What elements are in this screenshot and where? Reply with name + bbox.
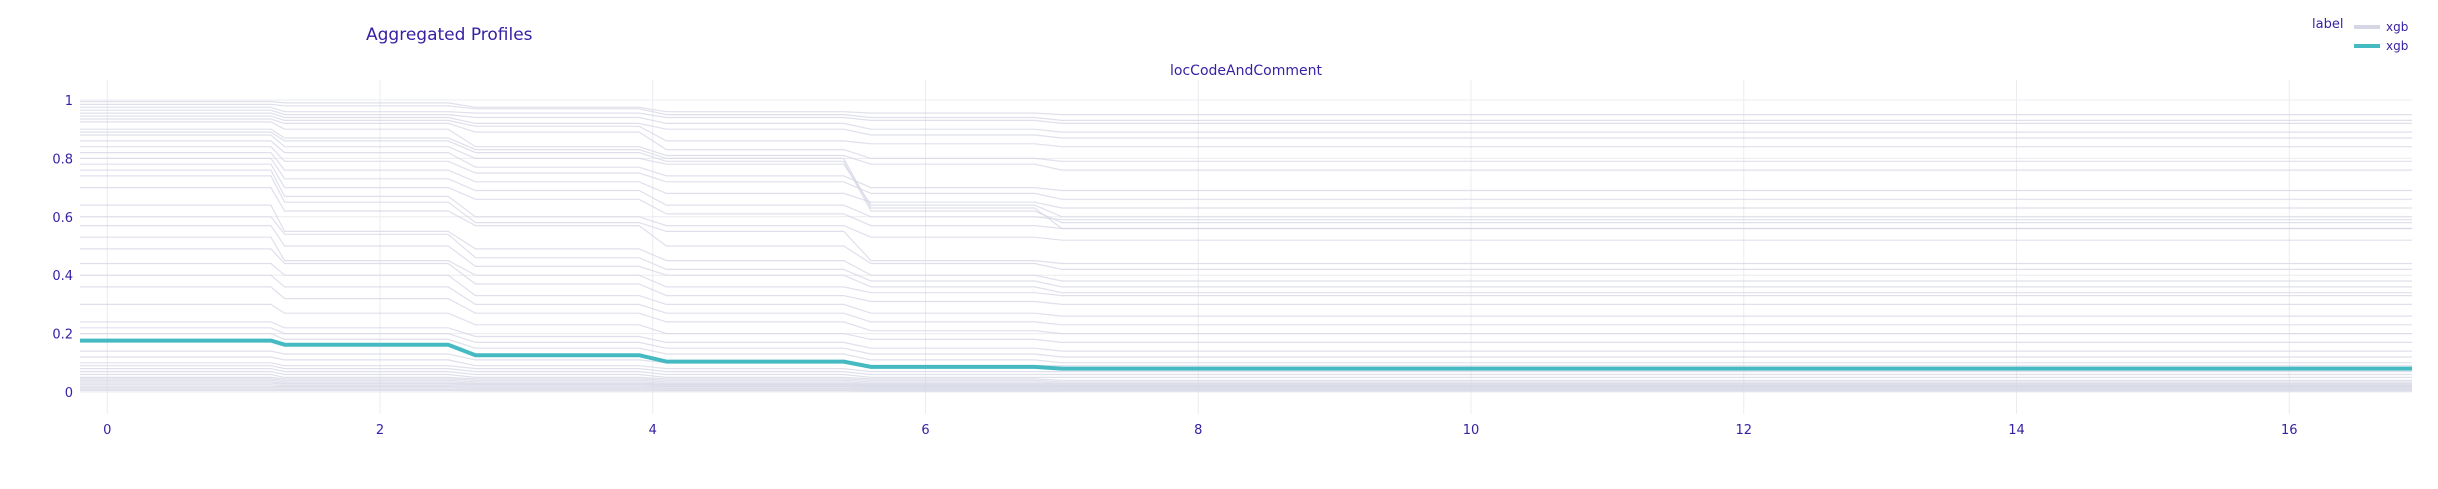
x-tick-label: 16 <box>2281 423 2298 438</box>
x-tick-label: 0 <box>103 423 111 438</box>
legend-entry-aggregated[interactable]: xgb <box>2386 39 2408 53</box>
individual-profile-line <box>80 131 2412 224</box>
individual-profile-line <box>80 103 2412 122</box>
individual-profile-line <box>80 378 2412 386</box>
individual-profile-line <box>80 327 2412 358</box>
x-tick-label: 14 <box>2008 423 2025 438</box>
y-tick-label: 1 <box>65 94 73 109</box>
individual-profile-line <box>80 368 2412 381</box>
individual-profile-line <box>80 225 2412 294</box>
individual-profile-line <box>80 134 2412 218</box>
individual-profile-line <box>80 384 2412 389</box>
individual-profile-line <box>80 175 2412 265</box>
individual-profile-line <box>80 376 2412 385</box>
x-tick-label: 2 <box>376 423 384 438</box>
y-tick-label: 0.8 <box>52 152 73 167</box>
individual-profile-line <box>80 387 2412 390</box>
individual-profile-line <box>80 121 2412 171</box>
individual-profile-line <box>80 356 2412 373</box>
individual-profile-line <box>80 115 2412 148</box>
aggregated-profile <box>80 338 2412 371</box>
individual-profile-line <box>80 157 2412 221</box>
individual-profile-line <box>80 140 2412 192</box>
individual-profile-line <box>80 152 2412 209</box>
facet-subtitle: locCodeAndComment <box>1170 63 1322 79</box>
individual-profiles <box>80 100 2412 392</box>
individual-profile-line <box>80 112 2412 139</box>
individual-profile-line <box>80 388 2412 391</box>
individual-profile-line <box>80 106 2412 125</box>
individual-profile-line <box>80 362 2412 376</box>
individual-profile-line <box>80 385 2412 390</box>
individual-profile-line <box>80 100 2412 116</box>
individual-profile-line <box>80 236 2412 297</box>
individual-profile-line <box>80 187 2412 270</box>
individual-profile-line <box>80 303 2412 343</box>
y-tick-label: 0.6 <box>52 211 73 226</box>
individual-profile-line <box>80 321 2412 352</box>
individual-profile-line <box>80 118 2412 162</box>
individual-profile-line <box>80 274 2412 326</box>
aggregated-profile-line <box>80 338 2412 371</box>
x-tick-label: 4 <box>649 423 657 438</box>
y-tick-label: 0.2 <box>52 328 73 343</box>
individual-profile-line <box>80 286 2412 335</box>
legend-title: label <box>2312 17 2343 32</box>
individual-profile-line <box>80 371 2412 383</box>
individual-profile-line <box>80 169 2412 241</box>
chart-title: Aggregated Profiles <box>366 25 533 45</box>
individual-profile-line <box>80 333 2412 364</box>
x-tick-label: 6 <box>921 423 929 438</box>
y-tick-label: 0 <box>65 386 73 401</box>
individual-profile-line <box>80 128 2412 230</box>
y-axis-ticks: 0 0.2 0.4 0.6 0.8 1 <box>52 94 73 401</box>
individual-profile-line <box>80 109 2412 133</box>
x-tick-label: 8 <box>1194 423 1202 438</box>
individual-profile-line <box>80 204 2412 282</box>
x-tick-label: 12 <box>1735 423 1752 438</box>
legend: label xgb xgb <box>2312 17 2408 53</box>
individual-profile-line <box>80 381 2412 387</box>
individual-profile-line <box>80 379 2412 387</box>
individual-profile-line <box>80 262 2412 317</box>
x-tick-label: 10 <box>1463 423 1480 438</box>
individual-profile-line <box>80 248 2412 305</box>
y-tick-label: 0.4 <box>52 269 73 284</box>
individual-profile-line <box>80 373 2412 384</box>
legend-entry-individual[interactable]: xgb <box>2386 20 2408 34</box>
individual-profile-line <box>80 365 2412 378</box>
x-axis-ticks: 0 2 4 6 8 10 12 14 16 <box>103 423 2297 438</box>
individual-profile-line <box>80 163 2412 230</box>
individual-profile-line <box>80 146 2412 200</box>
individual-profile-line <box>80 216 2412 288</box>
individual-profile-line <box>80 389 2412 392</box>
